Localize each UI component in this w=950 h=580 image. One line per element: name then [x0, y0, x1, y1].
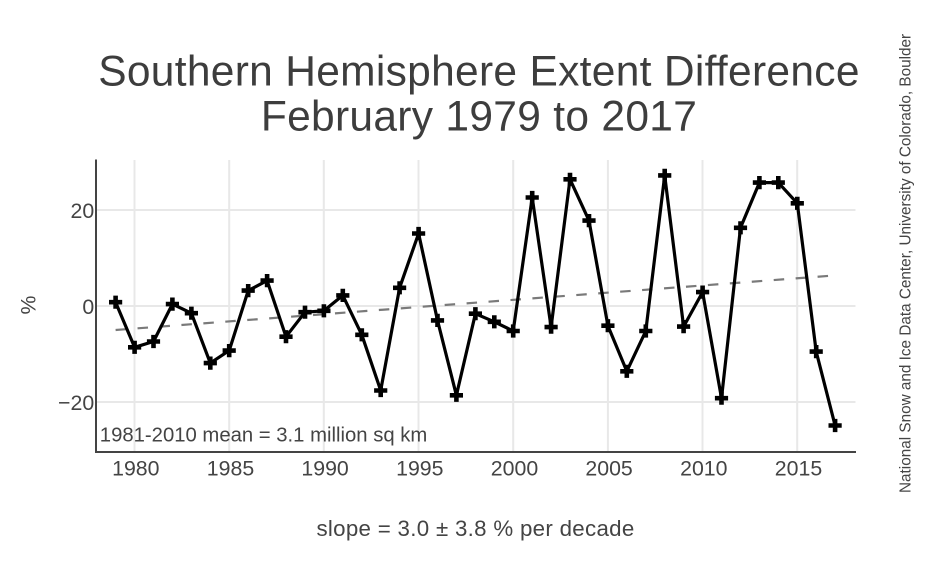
svg-text:2005: 2005 [585, 456, 632, 480]
svg-text:20: 20 [70, 199, 94, 223]
svg-text:1985: 1985 [207, 456, 254, 480]
svg-text:slope = 3.0 ± 3.8 % per decade: slope = 3.0 ± 3.8 % per decade [316, 516, 634, 541]
svg-text:Southern Hemisphere Extent Dif: Southern Hemisphere Extent Difference [98, 48, 860, 95]
svg-text:1980: 1980 [112, 456, 160, 480]
svg-text:1981-2010 mean = 3.1 million s: 1981-2010 mean = 3.1 million sq km [100, 425, 428, 447]
svg-text:1990: 1990 [301, 456, 349, 480]
svg-text:−20: −20 [58, 391, 94, 415]
svg-text:2010: 2010 [680, 456, 728, 480]
svg-text:1995: 1995 [396, 456, 443, 480]
svg-text:National Snow and Ice Data Cen: National Snow and Ice Data Center, Unive… [897, 34, 914, 493]
svg-text:2000: 2000 [491, 456, 539, 480]
svg-text:0: 0 [82, 295, 94, 319]
svg-text:February 1979 to 2017: February 1979 to 2017 [261, 94, 697, 141]
svg-text:2015: 2015 [775, 456, 822, 480]
svg-text:%: % [16, 295, 40, 314]
